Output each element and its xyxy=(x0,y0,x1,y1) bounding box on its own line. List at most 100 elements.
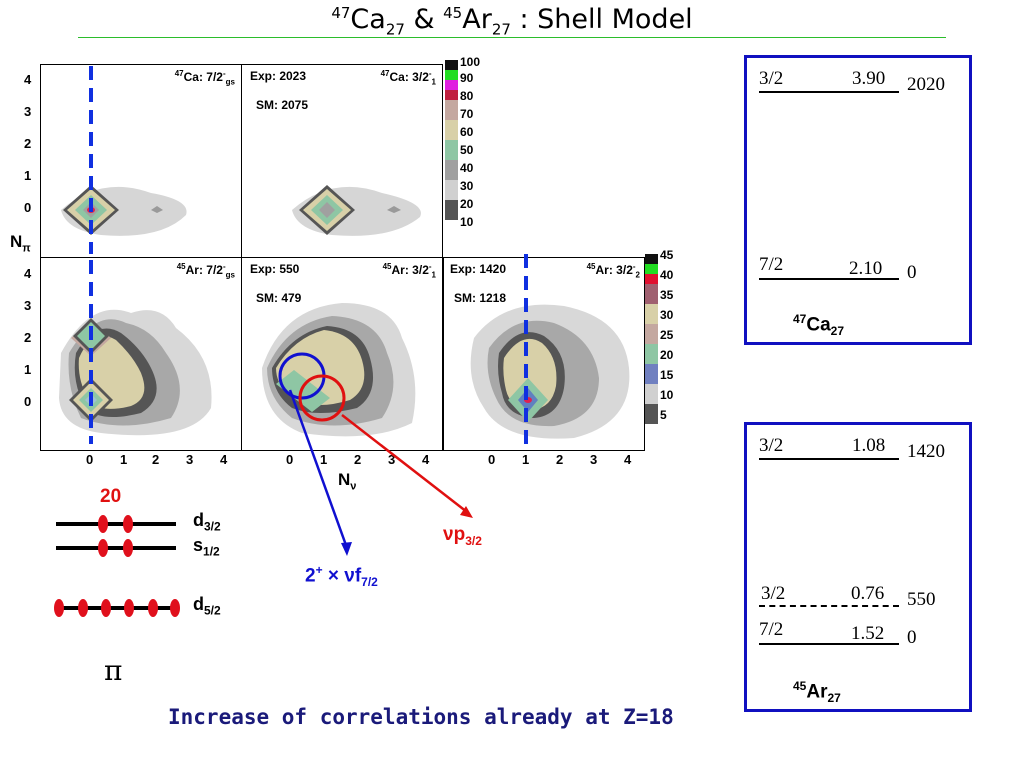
level-line xyxy=(759,643,899,645)
level-exp-energy: 1420 xyxy=(907,441,945,462)
slide-caption: Increase of correlations already at Z=18 xyxy=(168,705,674,729)
x-tick: 2 xyxy=(152,452,160,467)
sm-energy: SM: 2075 xyxy=(256,98,309,112)
nucleus-label: 45Ar27 xyxy=(793,679,841,706)
y-tick: 3 xyxy=(24,104,32,119)
scale-label: 20 xyxy=(660,348,674,362)
exp-energy: Exp: 2023 xyxy=(250,69,307,83)
exp-energy: Exp: 1420 xyxy=(450,262,507,276)
scale-label: 40 xyxy=(660,268,674,282)
contour-ar-exc1 xyxy=(262,303,416,437)
x-tick: 3 xyxy=(590,452,598,467)
x-tick: 1 xyxy=(320,452,328,467)
contour-ar-exc2 xyxy=(470,304,630,439)
orbital-line-s12 xyxy=(56,546,176,550)
pi-symbol: π xyxy=(104,654,123,687)
y-tick: 2 xyxy=(24,330,32,345)
level-j: 7/2 xyxy=(759,619,784,640)
y-tick: 1 xyxy=(24,168,32,183)
level-sm-energy: 3.90 xyxy=(852,68,886,89)
level-line-dashed xyxy=(759,605,899,607)
panel-ar-gs: 45Ar: 7/2-gs xyxy=(40,257,242,451)
exp-energy: Exp: 550 xyxy=(250,262,300,276)
title-rule xyxy=(78,37,946,38)
orbital-label-s12: s1/2 xyxy=(193,535,220,559)
y-tick: 4 xyxy=(24,266,32,281)
level-exp-energy: 2020 xyxy=(907,74,945,95)
annotation-2plus-nu-f72: 2+ × νf7/2 xyxy=(305,563,378,590)
ca47-level-scheme: 3/2 3.90 2020 7/2 2.10 0 47Ca27 xyxy=(744,55,972,345)
scale-label: 40 xyxy=(460,161,474,175)
panel-label: 47Ca: 7/2-gs xyxy=(174,69,235,87)
orbital-label-d52: d5/2 xyxy=(193,594,221,618)
contour-ar-gs xyxy=(59,309,212,436)
y-axis-label: Nπ xyxy=(10,232,31,255)
scale-label: 5 xyxy=(660,408,667,422)
y-tick: 3 xyxy=(24,298,32,313)
x-tick: 4 xyxy=(624,452,632,467)
scale-label: 45 xyxy=(660,248,674,262)
nucleon xyxy=(78,599,88,617)
y-tick: 0 xyxy=(24,394,32,409)
nucleon xyxy=(54,599,64,617)
sm-energy: SM: 479 xyxy=(256,291,302,305)
level-line xyxy=(759,458,899,460)
color-scale-ar xyxy=(645,254,658,424)
level-sm-energy: 1.52 xyxy=(851,623,885,644)
nucleon xyxy=(148,599,158,617)
x-tick: 1 xyxy=(120,452,128,467)
panel-ar-exc2: Exp: 1420 SM: 1218 45Ar: 3/2-2 xyxy=(443,257,645,451)
level-sm-energy: 2.10 xyxy=(849,258,883,279)
panel-label: 45Ar: 3/2-1 xyxy=(382,262,436,280)
scale-label: 20 xyxy=(460,197,474,211)
scale-label: 70 xyxy=(460,107,474,121)
panel-label: 45Ar: 3/2-2 xyxy=(586,262,640,280)
x-tick: 2 xyxy=(354,452,362,467)
scale-label: 50 xyxy=(460,143,474,157)
nucleon xyxy=(98,515,108,533)
level-exp-energy: 0 xyxy=(907,627,917,648)
contour-plot-figure: 47Ca: 7/2-gs Exp: 2023 SM: 2075 47Ca: 3/… xyxy=(0,50,680,493)
level-line xyxy=(759,278,899,280)
level-j: 3/2 xyxy=(759,435,784,456)
scale-label: 30 xyxy=(660,308,674,322)
scale-label: 90 xyxy=(460,71,474,85)
x-tick: 1 xyxy=(522,452,530,467)
reference-lines xyxy=(89,66,528,448)
x-tick: 2 xyxy=(556,452,564,467)
y-tick: 0 xyxy=(24,200,32,215)
level-exp-energy: 0 xyxy=(907,262,917,283)
level-j: 3/2 xyxy=(761,583,786,604)
scale-label: 100 xyxy=(460,55,481,69)
level-j: 3/2 xyxy=(759,68,784,89)
x-tick: 4 xyxy=(422,452,430,467)
y-tick: 1 xyxy=(24,362,32,377)
scale-label: 15 xyxy=(660,368,674,382)
orbital-line-d52 xyxy=(56,606,176,610)
annotation-nu-p32: νp3/2 xyxy=(443,524,482,548)
x-axis-label: Nν xyxy=(338,470,357,493)
y-tick: 2 xyxy=(24,136,32,151)
proton-orbital-diagram: 20 d3/2 s1/2 d5/2 π xyxy=(0,480,260,700)
scale-label: 10 xyxy=(460,215,474,229)
nucleus-label: 47Ca27 xyxy=(793,312,845,339)
contour-ca-exc xyxy=(292,185,421,236)
scale-label: 35 xyxy=(660,288,674,302)
x-tick: 0 xyxy=(286,452,294,467)
orbital-label-d32: d3/2 xyxy=(193,510,221,534)
level-sm-energy: 0.76 xyxy=(851,583,885,604)
x-tick: 4 xyxy=(220,452,228,467)
panel-ca-exc: Exp: 2023 SM: 2075 47Ca: 3/2-1 xyxy=(241,64,443,258)
panel-ar-exc1: Exp: 550 SM: 479 45Ar: 3/2-1 xyxy=(241,257,443,451)
scale-label: 60 xyxy=(460,125,474,139)
sm-energy: SM: 1218 xyxy=(454,291,507,305)
slide-title: 47Ca27 & 45Ar27 : Shell Model xyxy=(331,4,693,39)
nucleon xyxy=(123,539,133,557)
level-exp-energy: 550 xyxy=(907,589,936,610)
nucleon xyxy=(170,599,180,617)
x-tick: 3 xyxy=(388,452,396,467)
y-tick: 4 xyxy=(24,72,32,87)
panel-label: 45Ar: 7/2-gs xyxy=(176,262,235,280)
color-scale-ca xyxy=(445,60,458,220)
